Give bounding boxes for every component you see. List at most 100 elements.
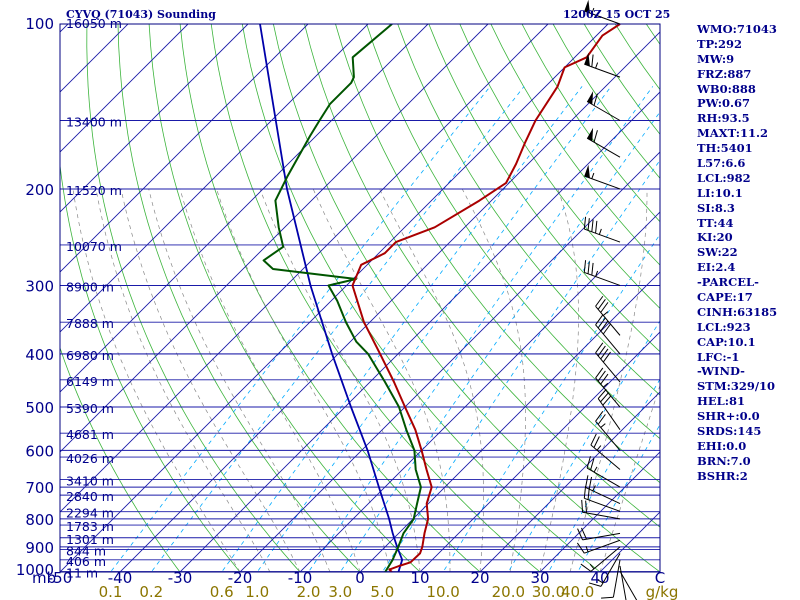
wind-barb-full: [591, 54, 594, 67]
dry-adiabat: [397, 24, 660, 396]
pressure-label: 400: [25, 346, 54, 364]
wind-barb: [576, 539, 621, 554]
wind-barb-full: [583, 485, 587, 499]
wind-barb-full: [595, 411, 604, 422]
stat-line: CAP:10.1: [697, 334, 756, 349]
chart-timestamp: 1200Z 15 OCT 25: [563, 8, 671, 21]
pressure-label: 700: [25, 479, 54, 497]
wind-barb-half: [589, 563, 595, 570]
isotherm: [60, 24, 309, 273]
stat-line: SRDS:145: [697, 424, 762, 439]
temperature-tick-label: 0: [355, 569, 365, 587]
stat-line: PW:0.67: [697, 96, 751, 111]
wind-barb-shaft: [597, 398, 621, 431]
wind-barb-shaft: [600, 553, 621, 587]
wind-barb-shaft: [595, 377, 621, 408]
wind-barb-full: [591, 219, 594, 232]
isotherm: [179, 91, 660, 572]
isotherm: [479, 391, 660, 572]
wind-barb-full: [600, 373, 609, 385]
temperature-tick-label: 30: [530, 569, 549, 587]
wind-barb-full: [585, 500, 588, 514]
temperature-tick-label: 10: [410, 569, 429, 587]
wind-barb-half: [602, 311, 609, 316]
wind-barb-full: [597, 299, 606, 310]
wind-barb-full: [591, 262, 594, 276]
stat-line: SW:22: [697, 245, 738, 260]
wind-barb-shaft: [582, 532, 621, 541]
wind-barb-full: [583, 216, 587, 230]
dry-adiabat: [428, 24, 660, 353]
wind-barb-full: [602, 323, 611, 335]
mixing-ratio-label: 0.2: [139, 583, 163, 600]
mixing-ratio-line: [577, 423, 660, 572]
wind-barb-shaft: [582, 511, 621, 520]
wind-barb-full: [597, 317, 606, 329]
isotherm: [60, 24, 189, 153]
pressure-label: 800: [25, 511, 54, 529]
dry-adiabat: [60, 162, 241, 572]
stat-line: KI:20: [697, 230, 733, 245]
wind-barb: [595, 411, 621, 451]
mixing-ratio-label: 20.0: [492, 583, 525, 600]
isotherm: [299, 211, 660, 572]
stat-line: TT:44: [697, 215, 734, 230]
stat-line: -WIND-: [697, 364, 745, 379]
mixing-ratio-label: 0.1: [99, 583, 123, 600]
isotherm: [359, 271, 660, 572]
stat-line: STM:329/10: [697, 379, 776, 394]
height-label: 1783 m: [66, 519, 114, 534]
wind-barb-pennant: [587, 127, 594, 142]
wind-barb: [584, 0, 621, 25]
wind-barb: [584, 164, 621, 190]
wind-barb-full: [576, 542, 585, 554]
dewpoint-trace: [262, 24, 422, 572]
mixing-ratio-unit: g/kg: [646, 583, 679, 600]
pressure-label: 300: [25, 277, 54, 295]
wind-barb-shaft: [586, 467, 621, 488]
wind-barb-full: [595, 367, 604, 379]
height-label: 13400 m: [66, 114, 122, 129]
wind-barb-full: [600, 392, 609, 403]
wind-barb-full: [580, 563, 592, 572]
wind-barb: [585, 475, 621, 504]
wind-barb-full: [588, 476, 593, 490]
wind-barb: [595, 314, 621, 355]
wind-barb-shaft: [595, 352, 621, 383]
wind-barb-shaft: [586, 137, 621, 158]
stat-line: CAPE:17: [697, 290, 753, 305]
dry-adiabat: [273, 24, 660, 572]
pressure-label: 1000: [16, 561, 54, 579]
wind-barb-full: [597, 370, 606, 382]
mixing-ratio-label: 30.0: [532, 583, 565, 600]
dry-adiabat: [86, 24, 301, 572]
temperature-trace: [351, 24, 621, 572]
sounding-stats-panel: WMO:71043 TP:292 MW:9 FRZ:887 WB0:888 PW:0.67…: [697, 22, 800, 484]
wind-barb: [584, 52, 621, 78]
wind-barb: [619, 571, 638, 600]
wind-barb: [590, 433, 621, 470]
isotherm: [60, 24, 429, 393]
dry-adiabat: [490, 24, 660, 266]
wind-barb-shaft: [619, 571, 638, 600]
mixing-ratio-label: 10.0: [426, 583, 459, 600]
wind-barb-full: [585, 475, 589, 488]
mixing-ratio-label: 5.0: [370, 583, 394, 600]
stat-line: CINH:63185: [697, 304, 778, 319]
pressure-label: 100: [25, 15, 54, 33]
stat-line: RH:93.5: [697, 111, 750, 126]
mixing-ratio-line: [221, 86, 583, 572]
wind-barb-half: [591, 172, 595, 179]
wind-barb-full: [583, 260, 587, 273]
wind-barb-full: [590, 433, 597, 446]
height-label: 4681 m: [66, 427, 114, 442]
wind-barb-half: [595, 270, 599, 277]
wind-barb-full: [586, 456, 591, 469]
wind-barb: [588, 553, 621, 587]
wind-barb: [586, 456, 621, 488]
wind-barb-shaft: [584, 228, 621, 243]
mixing-ratio-line: [381, 159, 660, 572]
wind-barb-full: [587, 261, 590, 274]
